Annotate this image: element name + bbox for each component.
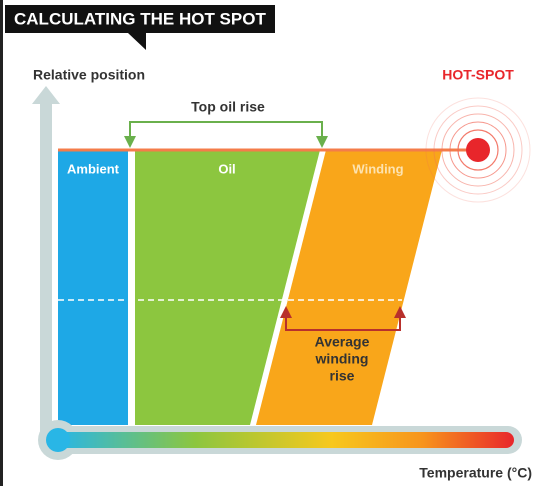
ambient-label: Ambient: [67, 161, 120, 176]
avg-winding-label: winding: [315, 351, 369, 367]
oil-region: [135, 150, 320, 425]
arrow: [124, 136, 136, 148]
oil-label: Oil: [218, 161, 235, 176]
winding-label: Winding: [352, 161, 403, 176]
hot-spot: [466, 138, 490, 162]
y-axis-label: Relative position: [33, 67, 145, 83]
title-box: [5, 5, 275, 33]
hot-spot-rings: [425, 97, 531, 203]
title: CALCULATING THE HOT SPOT: [14, 9, 266, 28]
avg-winding-label: Average: [315, 334, 370, 350]
y-axis: [40, 100, 52, 435]
hot-spot-label: HOT-SPOT: [442, 67, 514, 83]
thermometer-bulb: [46, 428, 70, 452]
ambient-region: [58, 150, 128, 425]
edge: [0, 0, 3, 486]
thermometer-scale: [58, 432, 514, 448]
winding-bracket: [285, 314, 401, 331]
x-axis-label: Temperature (°C): [419, 465, 532, 481]
winding-region: [256, 150, 442, 425]
arrow: [316, 136, 328, 148]
y-axis-arrow: [32, 86, 60, 104]
arrow: [280, 306, 292, 318]
avg-winding-label: rise: [330, 368, 355, 384]
arrow: [394, 306, 406, 318]
top-oil-rise-label: Top oil rise: [191, 99, 265, 115]
top-oil-bracket: [129, 121, 323, 140]
title-pointer: [128, 33, 146, 50]
